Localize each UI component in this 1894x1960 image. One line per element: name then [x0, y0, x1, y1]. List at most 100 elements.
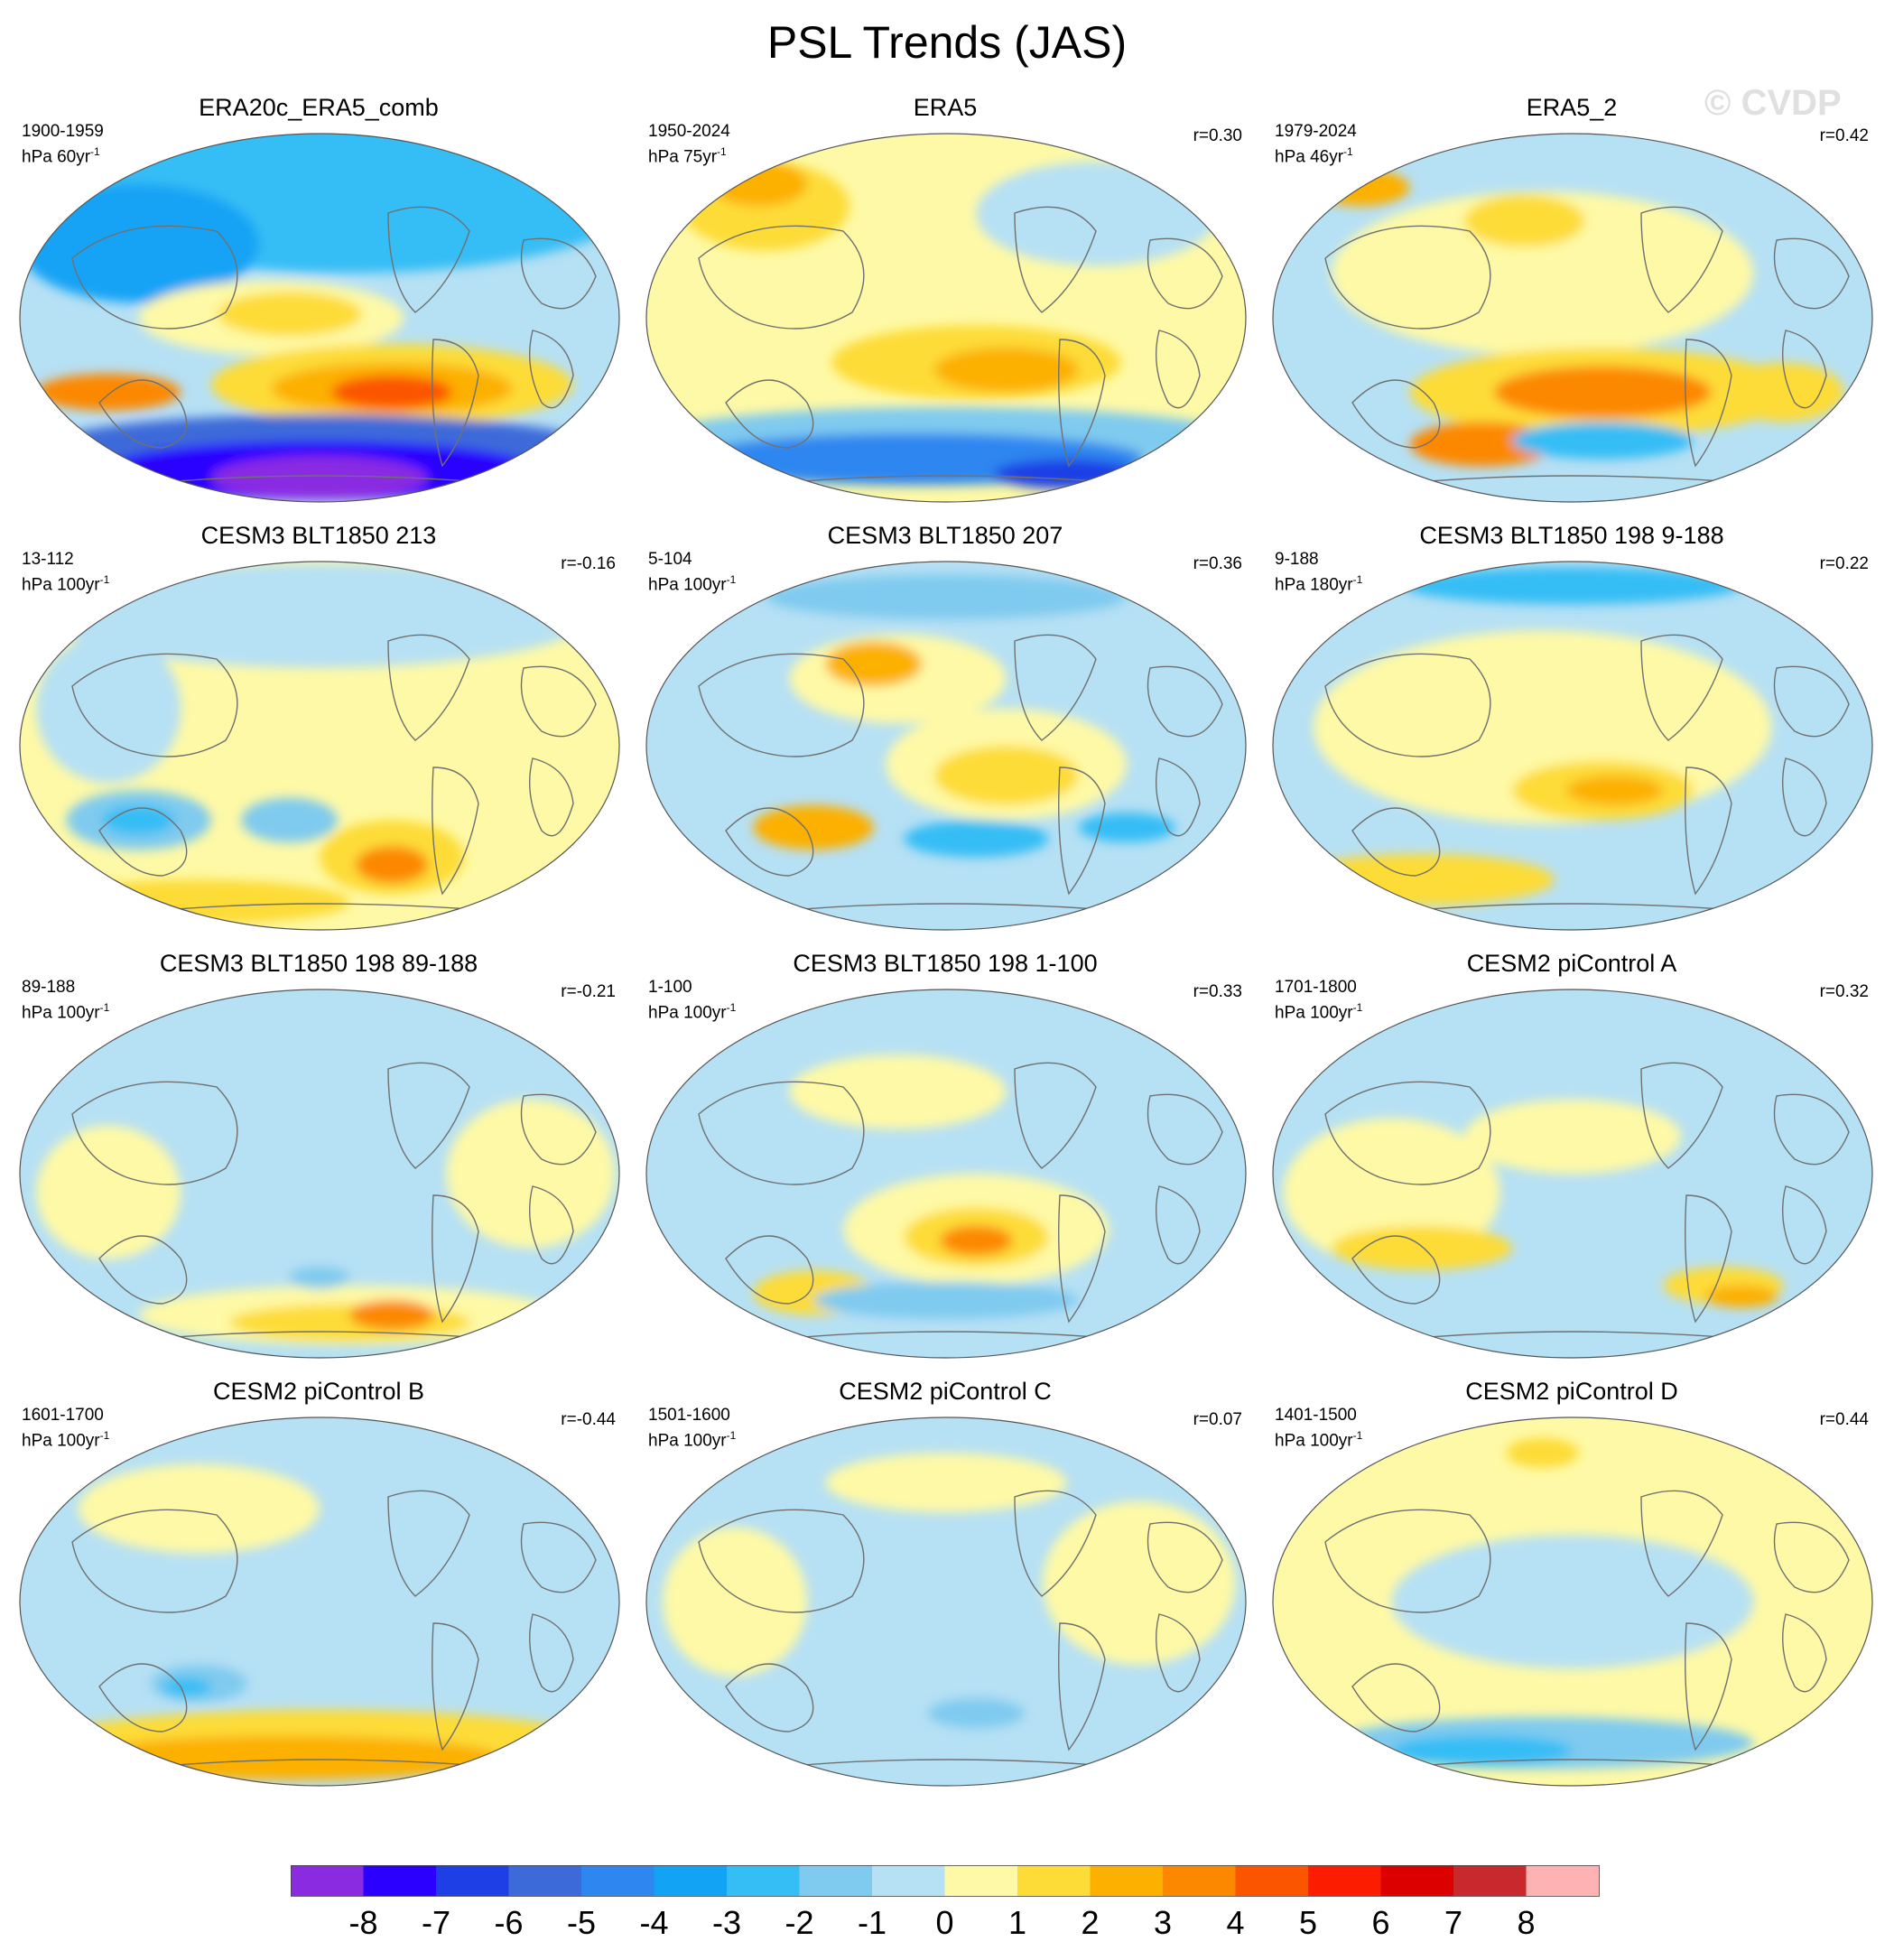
coastline [1058, 766, 1106, 896]
panel-units: hPa 100yr-1 [648, 1426, 736, 1451]
global-map [1272, 561, 1873, 931]
anomaly-region [289, 1267, 350, 1289]
map-panel: CESM2 piControl B 1601-1700 hPa 100yr-1 r=-… [7, 1378, 630, 1804]
panel-info: 13-112 hPa 100yr-1 [22, 549, 109, 595]
panel-units-text: hPa 60yr [22, 147, 91, 167]
coastline [520, 1521, 597, 1593]
coastline [1685, 1622, 1732, 1751]
colorbar-segment [872, 1865, 945, 1896]
panel-title: CESM2 piControl A [1466, 950, 1677, 977]
anomaly-region [933, 347, 1079, 393]
panel-correlation: r=0.07 [1193, 1410, 1242, 1429]
coastline [529, 757, 574, 837]
coastline [1156, 757, 1201, 837]
coastline [529, 330, 574, 409]
coastline [1014, 206, 1097, 313]
coastline [725, 807, 814, 877]
panel-period: 1-100 [648, 978, 692, 997]
panel-units-exponent: -1 [99, 573, 110, 586]
anomaly-region [813, 1281, 1079, 1319]
anomaly-region [1506, 1437, 1579, 1468]
coastline [1324, 225, 1491, 330]
coastline [387, 1062, 470, 1169]
coastline [1058, 1194, 1106, 1324]
panel-units: hPa 100yr-1 [1275, 1426, 1362, 1451]
map-panel: CESM3 BLT1850 198 89-188 89-188 hPa 100yr-… [7, 950, 630, 1376]
panel-info: 1501-1600 hPa 100yr-1 [648, 1405, 736, 1451]
panel-correlation: r=0.44 [1819, 1410, 1869, 1429]
coastline [1773, 1093, 1850, 1166]
panel-correlation: r=0.30 [1193, 126, 1242, 145]
coastline [1782, 1185, 1827, 1265]
colorbar-tick-label: -3 [712, 1904, 741, 1941]
anomaly-region [1704, 1285, 1778, 1308]
coastline [432, 339, 479, 468]
anomaly-region [36, 373, 181, 411]
colorbar-tick-label: -2 [785, 1904, 813, 1941]
anomaly-region [102, 804, 175, 835]
coastline [1014, 634, 1097, 741]
anomaly-region [36, 634, 181, 784]
panel-period: 5-104 [648, 550, 692, 569]
map-panel: CESM3 BLT1850 198 9-188 9-188 hPa 180yr-1 r… [1260, 522, 1883, 948]
anomaly-region [1463, 195, 1585, 247]
map-panel: ERA5 1950-2024 hPa 75yr-1 r=0.30 [634, 94, 1257, 520]
map-panel: CESM3 BLT1850 213 13-112 hPa 100yr-1 r=-0.1… [7, 522, 630, 948]
coastline [1058, 339, 1106, 468]
anomaly-region [940, 1225, 1013, 1256]
coastline [1147, 1521, 1223, 1593]
anomaly-region [825, 1453, 1067, 1513]
map-panel: CESM3 BLT1850 198 1-100 1-100 hPa 100yr-1 r… [634, 950, 1257, 1376]
coastline [98, 379, 188, 449]
panel-info: 89-188 hPa 100yr-1 [22, 977, 109, 1023]
global-map [645, 989, 1247, 1359]
anomaly-region [78, 1735, 501, 1780]
coastline [1773, 237, 1850, 310]
panel-units-exponent: -1 [90, 145, 100, 158]
cvdp-watermark: © CVDP [1704, 83, 1842, 123]
anomaly-region [1463, 1099, 1682, 1174]
anomaly-region [1403, 567, 1742, 605]
panel-correlation: r=0.36 [1193, 554, 1242, 573]
global-map [1272, 989, 1873, 1359]
coastline [387, 206, 470, 313]
coastline [1147, 665, 1223, 738]
coastline [432, 1194, 479, 1324]
anomaly-region [1566, 775, 1664, 805]
map-outline [645, 561, 1247, 931]
anomaly-region [904, 820, 1049, 858]
panel-correlation: r=0.32 [1819, 982, 1869, 1001]
panel-info: 1979-2024 hPa 46yr-1 [1275, 121, 1357, 167]
panel-units: hPa 100yr-1 [648, 570, 736, 595]
colorbar-segment [1526, 1865, 1600, 1896]
map-field [20, 1417, 619, 1786]
panel-units-text: hPa 100yr [648, 1431, 727, 1451]
panel-units-text: hPa 100yr [22, 575, 100, 595]
colorbar-segment [1163, 1865, 1236, 1896]
coastline [1351, 379, 1441, 449]
colorbar-segment [1308, 1865, 1381, 1896]
anomaly-region [663, 1527, 808, 1677]
global-map [19, 1417, 620, 1787]
anomaly-region [927, 1698, 1025, 1729]
colorbar-tick-label: 0 [935, 1904, 953, 1941]
panel-period: 1701-1800 [1275, 978, 1357, 997]
map-outline [19, 133, 620, 503]
anomaly-region [1331, 1225, 1513, 1271]
panel-period: 1601-1700 [22, 1406, 104, 1425]
coastline [1640, 634, 1723, 741]
panel-title: CESM3 BLT1850 207 [827, 522, 1063, 549]
anomaly-region [446, 1099, 616, 1249]
panel-correlation: r=0.33 [1193, 982, 1242, 1001]
map-panel: ERA20c_ERA5_comb 1900-1959 hPa 60yr-1 [7, 94, 630, 520]
coastline [1351, 1235, 1441, 1305]
map-outline [645, 133, 1247, 503]
anomaly-region [1078, 813, 1175, 843]
panel-info: 1701-1800 hPa 100yr-1 [1275, 977, 1362, 1023]
map-field [646, 134, 1246, 502]
map-outline [19, 561, 620, 931]
map-outline [1272, 1417, 1873, 1787]
colorbar-tick-label: 4 [1226, 1904, 1244, 1941]
panel-units: hPa 100yr-1 [22, 998, 109, 1023]
anomaly-region [1042, 1500, 1236, 1666]
